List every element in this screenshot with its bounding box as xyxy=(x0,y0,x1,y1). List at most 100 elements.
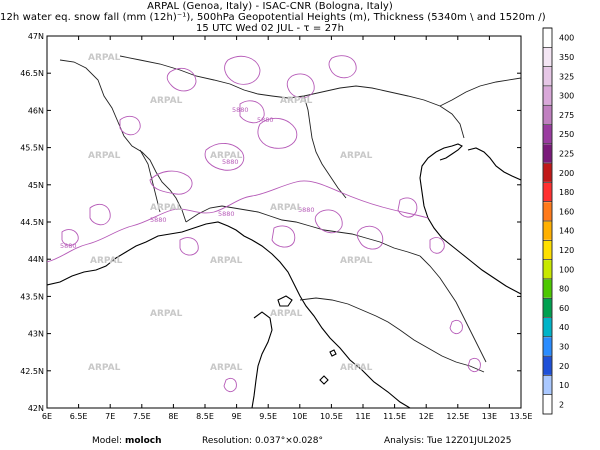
arpal-watermark: ARPAL xyxy=(340,363,373,373)
colorbar-segment xyxy=(543,47,552,67)
colorbar-segment xyxy=(543,86,552,105)
arpal-watermark: ARPAL xyxy=(88,363,121,373)
lon-tick-label: 11.5E xyxy=(383,412,406,421)
arpal-watermark: ARPAL xyxy=(340,151,373,161)
colorbar-segment xyxy=(543,298,552,317)
lon-tick-label: 13.5E xyxy=(510,412,533,421)
lat-tick-label: 42.5N xyxy=(20,367,44,376)
colorbar-segment xyxy=(543,28,552,47)
colorbar-label: 2 xyxy=(559,400,564,409)
lon-tick-label: 8E xyxy=(168,412,178,421)
lat-tick-label: 43N xyxy=(28,330,44,339)
lon-tick-label: 13E xyxy=(482,412,497,421)
arpal-watermark: ARPAL xyxy=(88,151,121,161)
latitude-axis: 47N 46.5N 46N 45.5N 45N 44.5N 44N 43.5N 43N 42.5N… xyxy=(20,32,521,413)
lat-tick-label: 46.5N xyxy=(20,69,44,78)
header-line-1: ARPAL (Genoa, Italy) - ISAC-CNR (Bologna… xyxy=(147,1,393,12)
colorbar-label: 10 xyxy=(559,381,569,390)
lon-tick-label: 7.5E xyxy=(133,412,151,421)
colorbar-label: 325 xyxy=(559,72,574,81)
resolution-value: 0.037°×0.028° xyxy=(254,436,324,446)
colorbar-label: 20 xyxy=(559,362,569,371)
geopotential-contour-5880 xyxy=(47,55,481,393)
contour-label: 5880 xyxy=(232,106,249,114)
colorbar-label: 40 xyxy=(559,323,569,332)
colorbar-label: 275 xyxy=(559,111,574,120)
model-label: Model: xyxy=(92,436,123,446)
lon-tick-label: 6.5E xyxy=(70,412,88,421)
colorbar-label: 30 xyxy=(559,342,569,351)
lat-tick-label: 44N xyxy=(28,255,44,264)
colorbar-segment xyxy=(543,240,552,260)
contour-label: 5880 xyxy=(60,242,77,250)
lat-tick-label: 46N xyxy=(28,106,44,115)
arpal-watermark: ARPAL xyxy=(90,256,123,266)
lon-tick-label: 12.5E xyxy=(446,412,469,421)
colorbar-label: 200 xyxy=(559,169,574,178)
resolution-label: Resolution: xyxy=(202,436,253,446)
contour-label: 5880 xyxy=(218,210,235,218)
lat-tick-label: 44.5N xyxy=(20,218,44,227)
colorbar-segment xyxy=(543,279,552,298)
colorbar-segment xyxy=(543,67,552,86)
watermarks: ARPAL ARPAL ARPAL ARPAL ARPAL ARPAL ARPA… xyxy=(88,53,373,373)
lat-tick-label: 45.5N xyxy=(20,144,44,153)
colorbar-segment xyxy=(543,260,552,279)
contour-label: 5880 xyxy=(257,116,274,124)
arpal-watermark: ARPAL xyxy=(270,309,303,319)
colorbar: 400 350 325 300 275 250 225 200 180 160 140 120 100 8… xyxy=(542,27,574,415)
map-content: 5880 5880 5880 5880 5880 5880 5880 ARPAL… xyxy=(47,53,521,408)
lon-tick-label: 12E xyxy=(419,412,434,421)
analysis-label: Analysis: xyxy=(384,436,425,446)
colorbar-label: 80 xyxy=(559,285,569,294)
colorbar-segment xyxy=(543,318,552,337)
colorbar-segment xyxy=(543,337,552,356)
colorbar-segment xyxy=(543,375,552,395)
lon-tick-label: 10.5E xyxy=(320,412,343,421)
colorbar-segment xyxy=(543,202,552,221)
header-line-2: 12h water eq. snow fall (mm (12h)⁻¹), 50… xyxy=(0,12,546,23)
arpal-watermark: ARPAL xyxy=(88,53,121,63)
lon-tick-label: 8.5E xyxy=(196,412,214,421)
footer-resolution: Resolution: 0.037°×0.028° xyxy=(202,436,323,446)
arpal-watermark: ARPAL xyxy=(150,96,183,106)
lon-tick-label: 10E xyxy=(292,412,307,421)
arpal-watermark: ARPAL xyxy=(210,363,243,373)
lon-tick-label: 6E xyxy=(42,412,52,421)
colorbar-label: 60 xyxy=(559,304,569,313)
longitude-axis: 6E 6.5E 7E 7.5E 8E 8.5E 9E 9.5E 10E 10.5E 11E 11.5E… xyxy=(42,36,533,421)
contour-label: 5880 xyxy=(298,206,315,214)
colorbar-segment xyxy=(543,125,552,144)
footer-model: Model: moloch xyxy=(92,436,162,446)
colorbar-label: 350 xyxy=(559,53,574,62)
borders xyxy=(59,55,521,373)
lat-tick-label: 45N xyxy=(28,181,44,190)
lat-tick-label: 47N xyxy=(28,32,44,41)
contour-label: 5880 xyxy=(222,158,239,166)
colorbar-label: 100 xyxy=(559,265,574,274)
colorbar-segment xyxy=(543,395,552,414)
colorbar-label: 400 xyxy=(559,34,574,43)
lat-tick-label: 43.5N xyxy=(20,292,44,301)
header-line-3: 15 UTC Wed 02 JUL - τ = 27h xyxy=(195,23,345,34)
arpal-watermark: ARPAL xyxy=(210,151,243,161)
colorbar-segment xyxy=(543,105,552,124)
lon-tick-label: 7E xyxy=(105,412,115,421)
coastlines xyxy=(47,143,521,408)
colorbar-label: 140 xyxy=(559,227,574,236)
model-value: moloch xyxy=(124,436,162,446)
colorbar-label: 160 xyxy=(559,207,574,216)
contour-label: 5880 xyxy=(150,216,167,224)
colorbar-label: 225 xyxy=(559,149,574,158)
lat-tick-label: 42N xyxy=(28,404,44,413)
lon-tick-label: 9.5E xyxy=(259,412,277,421)
colorbar-label: 250 xyxy=(559,130,574,139)
contour-labels: 5880 5880 5880 5880 5880 5880 5880 xyxy=(60,106,315,250)
colorbar-segment xyxy=(543,163,552,182)
arpal-watermark: ARPAL xyxy=(340,256,373,266)
arpal-watermark: ARPAL xyxy=(280,96,313,106)
colorbar-label: 180 xyxy=(559,188,574,197)
plot-frame xyxy=(46,35,522,409)
colorbar-segment xyxy=(543,144,552,163)
